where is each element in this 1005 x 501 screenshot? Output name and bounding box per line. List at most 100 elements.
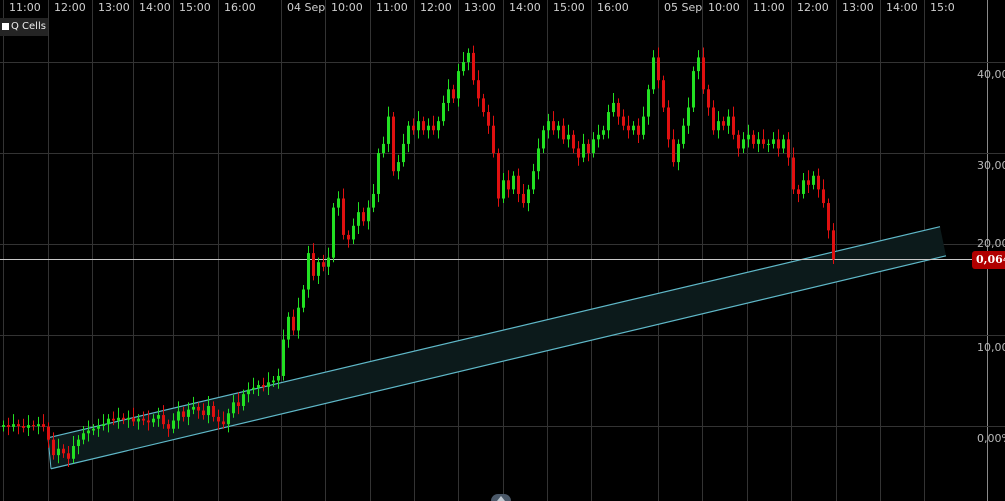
candle-down xyxy=(522,193,525,204)
candle-up xyxy=(287,316,290,340)
candle-down xyxy=(552,121,555,131)
time-axis-label: 13:00 xyxy=(464,1,496,14)
candle-down xyxy=(167,424,170,429)
time-axis-label: 13:00 xyxy=(98,1,130,14)
candle-down xyxy=(477,80,480,99)
time-axis-label: 11:00 xyxy=(9,1,41,14)
candle-down xyxy=(572,134,575,149)
candle-up xyxy=(282,339,285,376)
series-color-swatch xyxy=(2,23,9,30)
candle-up xyxy=(462,62,465,72)
candle-up xyxy=(172,420,175,429)
candle-down xyxy=(702,57,705,90)
candle-up xyxy=(457,71,460,99)
candle-down xyxy=(627,125,630,131)
time-axis-label: 15:00 xyxy=(553,1,585,14)
candle-up xyxy=(632,125,635,131)
expand-panel-button[interactable] xyxy=(491,494,511,501)
candle-down xyxy=(732,116,735,135)
candle-up xyxy=(542,130,545,149)
candle-down xyxy=(197,406,200,411)
candle-up xyxy=(537,148,540,172)
candle-down xyxy=(807,180,810,185)
candle-up xyxy=(2,425,5,427)
candle-up xyxy=(442,102,445,122)
candle-up xyxy=(357,212,360,226)
candle-down xyxy=(762,139,765,144)
time-axis-label: 11:00 xyxy=(753,1,785,14)
candle-down xyxy=(722,121,725,126)
candle-down xyxy=(487,112,490,126)
candle-up xyxy=(682,125,685,144)
candle-up xyxy=(717,121,720,131)
candle-up xyxy=(377,153,380,194)
candle-down xyxy=(452,89,455,99)
candle-up xyxy=(567,134,570,140)
candle-up xyxy=(557,125,560,131)
candle-down xyxy=(142,418,145,421)
candle-up xyxy=(447,89,450,103)
candle-down xyxy=(492,125,495,153)
candle-up xyxy=(107,418,110,425)
candle-up xyxy=(367,207,370,222)
candle-up xyxy=(647,89,650,117)
candle-up xyxy=(757,139,760,144)
candle-down xyxy=(797,189,800,194)
candle-down xyxy=(827,203,830,231)
time-axis-label: 14:00 xyxy=(509,1,541,14)
candle-down xyxy=(662,80,665,108)
candle-down xyxy=(222,421,225,425)
candle-up xyxy=(612,102,615,113)
candle-up xyxy=(592,139,595,153)
candle-down xyxy=(292,316,295,331)
candle-down xyxy=(347,234,350,240)
candle-down xyxy=(202,410,205,416)
candle-down xyxy=(622,116,625,126)
candle-down xyxy=(587,143,590,153)
candle-down xyxy=(132,417,135,422)
candle-up xyxy=(372,193,375,208)
candle-up xyxy=(602,130,605,135)
candle-up xyxy=(337,198,340,208)
value-axis-label: 30,00 xyxy=(977,159,1005,172)
last-price-badge: 0,0649 xyxy=(972,251,1005,269)
candle-down xyxy=(392,116,395,172)
candle-up xyxy=(227,413,230,425)
candle-up xyxy=(512,175,515,190)
candle-up xyxy=(72,446,75,459)
time-axis-label: 14:00 xyxy=(139,1,171,14)
candle-down xyxy=(217,416,220,422)
candle-down xyxy=(112,418,115,421)
candle-up xyxy=(97,426,100,429)
candle-up xyxy=(27,425,30,428)
candle-up xyxy=(327,257,330,267)
candle-down xyxy=(472,52,475,81)
candle-up xyxy=(382,143,385,153)
candle-up xyxy=(152,418,155,423)
candle-up xyxy=(642,116,645,135)
candle-up xyxy=(187,409,190,417)
candle-up xyxy=(257,385,260,388)
trend-channel-fill xyxy=(48,226,946,469)
candle-up xyxy=(547,121,550,131)
candle-up xyxy=(677,143,680,163)
candle-down xyxy=(362,212,365,222)
candle-up xyxy=(527,189,530,204)
candle-up xyxy=(242,394,245,406)
candle-down xyxy=(787,139,790,158)
candle-down xyxy=(432,125,435,131)
candle-down xyxy=(22,426,25,428)
candle-up xyxy=(272,380,275,383)
candle-up xyxy=(697,57,700,72)
time-axis-label: 16:00 xyxy=(597,1,629,14)
candle-up xyxy=(157,415,160,419)
candle-down xyxy=(17,424,20,426)
candle-down xyxy=(322,262,325,267)
candle-up xyxy=(467,52,470,62)
legend-q-cells[interactable]: Q Cells xyxy=(0,18,48,36)
candle-down xyxy=(422,121,425,131)
candle-up xyxy=(57,448,60,456)
candle-up xyxy=(137,418,140,422)
candle-up xyxy=(317,262,320,276)
